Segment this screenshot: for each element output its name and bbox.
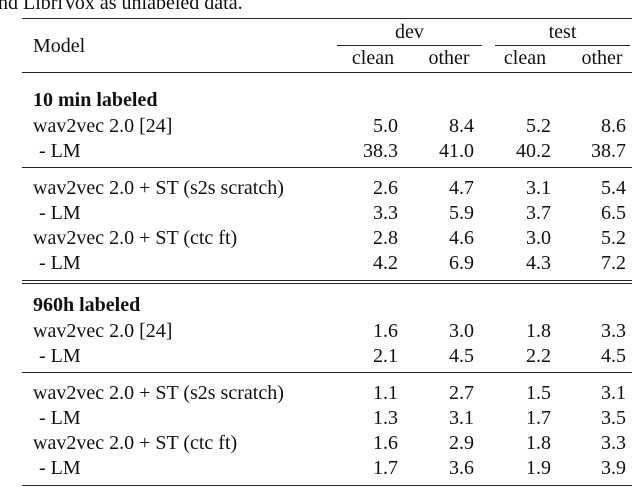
cell: 1.6 bbox=[373, 432, 398, 454]
cell: 6.5 bbox=[601, 202, 626, 224]
row-label: - LM bbox=[39, 345, 81, 367]
cell: 1.9 bbox=[526, 457, 551, 479]
section-rule bbox=[22, 283, 632, 284]
cell: 4.5 bbox=[449, 345, 474, 367]
cell: 38.3 bbox=[363, 140, 398, 162]
cell: 5.2 bbox=[601, 227, 626, 249]
row-label: - LM bbox=[39, 457, 81, 479]
cell: 3.9 bbox=[601, 457, 626, 479]
cell: 8.4 bbox=[449, 115, 474, 137]
cell: 3.1 bbox=[601, 382, 626, 404]
group-header: test bbox=[548, 21, 577, 43]
row-label: wav2vec 2.0 [24] bbox=[33, 320, 173, 342]
subcolumn-header: other bbox=[581, 47, 623, 69]
cell: 5.9 bbox=[449, 202, 474, 224]
group-rule bbox=[337, 45, 482, 46]
cell: 2.8 bbox=[373, 227, 398, 249]
cell: 41.0 bbox=[439, 140, 474, 162]
cell: 2.9 bbox=[449, 432, 474, 454]
row-label: wav2vec 2.0 + ST (ctc ft) bbox=[33, 432, 238, 454]
cell: 2.2 bbox=[526, 345, 551, 367]
cell: 5.4 bbox=[601, 177, 626, 199]
cell: 3.3 bbox=[601, 432, 626, 454]
cell: 3.5 bbox=[601, 407, 626, 429]
group-rule bbox=[22, 372, 632, 373]
row-label: wav2vec 2.0 + ST (ctc ft) bbox=[33, 227, 238, 249]
cell: 1.3 bbox=[373, 407, 398, 429]
cell: 4.6 bbox=[449, 227, 474, 249]
cell: 3.7 bbox=[526, 202, 551, 224]
cell: 2.7 bbox=[449, 382, 474, 404]
subcolumn-header: other bbox=[428, 47, 470, 69]
cell: 1.7 bbox=[373, 457, 398, 479]
cell: 4.5 bbox=[601, 345, 626, 367]
cell: 1.6 bbox=[373, 320, 398, 342]
cell: 2.6 bbox=[373, 177, 398, 199]
cell: 3.1 bbox=[526, 177, 551, 199]
section-title: 10 min labeled bbox=[33, 89, 158, 111]
cell: 4.7 bbox=[449, 177, 474, 199]
section-rule bbox=[22, 280, 632, 281]
row-label: wav2vec 2.0 + ST (s2s scratch) bbox=[33, 382, 284, 404]
caption-fragment: nd LibriVox as unlabeled data. bbox=[0, 0, 243, 14]
cell: 3.3 bbox=[601, 320, 626, 342]
subcolumn-header: clean bbox=[351, 47, 395, 69]
row-label: - LM bbox=[39, 202, 81, 224]
cell: 3.1 bbox=[449, 407, 474, 429]
cell: 40.2 bbox=[516, 140, 551, 162]
subcolumn-header: clean bbox=[503, 47, 547, 69]
top-rule bbox=[22, 18, 632, 19]
cell: 1.7 bbox=[526, 407, 551, 429]
cell: 4.3 bbox=[526, 252, 551, 274]
row-label: - LM bbox=[39, 252, 81, 274]
cell: 1.8 bbox=[526, 432, 551, 454]
row-label: wav2vec 2.0 + ST (s2s scratch) bbox=[33, 177, 284, 199]
cell: 5.0 bbox=[373, 115, 398, 137]
cell: 3.0 bbox=[449, 320, 474, 342]
header-rule bbox=[22, 72, 632, 73]
cell: 3.3 bbox=[373, 202, 398, 224]
row-label: - LM bbox=[39, 140, 81, 162]
cell: 6.9 bbox=[449, 252, 474, 274]
group-header: dev bbox=[395, 21, 424, 43]
cell: 3.6 bbox=[449, 457, 474, 479]
cell: 1.8 bbox=[526, 320, 551, 342]
row-label: - LM bbox=[39, 407, 81, 429]
cell: 4.2 bbox=[373, 252, 398, 274]
cell: 38.7 bbox=[591, 140, 626, 162]
cell: 5.2 bbox=[526, 115, 551, 137]
cell: 1.5 bbox=[526, 382, 551, 404]
bottom-rule bbox=[22, 485, 632, 486]
group-rule bbox=[495, 45, 630, 46]
cell: 8.6 bbox=[601, 115, 626, 137]
cell: 7.2 bbox=[601, 252, 626, 274]
cell: 3.0 bbox=[526, 227, 551, 249]
section-title: 960h labeled bbox=[33, 294, 141, 316]
model-header: Model bbox=[33, 35, 86, 57]
cell: 2.1 bbox=[373, 345, 398, 367]
cell: 1.1 bbox=[373, 382, 398, 404]
group-rule bbox=[22, 167, 632, 168]
row-label: wav2vec 2.0 [24] bbox=[33, 115, 173, 137]
